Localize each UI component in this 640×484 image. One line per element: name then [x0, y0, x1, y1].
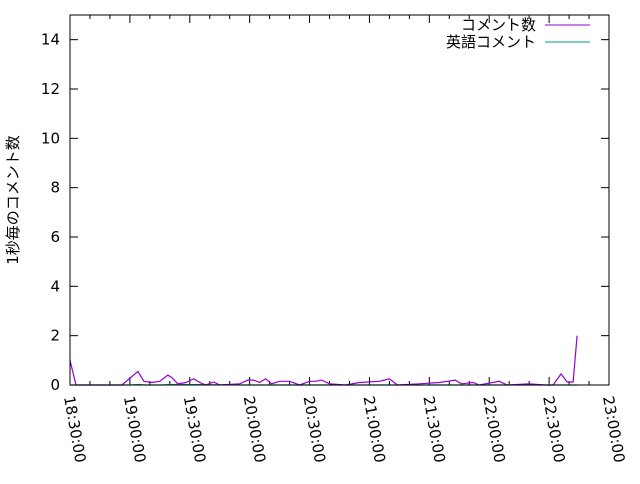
x-tick-label: 18:30:00 [60, 395, 89, 464]
legend-label-1: 英語コメント [446, 33, 536, 51]
x-tick-label: 19:30:00 [180, 395, 209, 464]
series-layer [69, 335, 578, 386]
y-tick-label: 0 [50, 376, 60, 394]
y-tick-label: 12 [41, 80, 60, 98]
y-tick-label: 10 [41, 129, 60, 147]
x-tick-label: 20:00:00 [240, 395, 269, 464]
plot-frame [69, 14, 610, 386]
y-tick-label: 4 [50, 277, 60, 295]
x-tick-label: 20:30:00 [300, 395, 329, 464]
x-tick-label: 21:30:00 [419, 395, 448, 464]
series-line-0 [69, 335, 578, 386]
x-tick-label: 23:00:00 [599, 395, 628, 464]
y-axis-label: 1秒毎のコメント数 [4, 135, 22, 265]
y-tick-label: 6 [50, 228, 60, 246]
x-tick-label: 19:00:00 [120, 395, 149, 464]
y-tick-label: 8 [50, 179, 60, 197]
legend-label-0: コメント数 [461, 16, 536, 34]
legend: コメント数 英語コメント [446, 16, 590, 51]
axis-ticks: 0 2 4 6 8 10 12 14 18:30:00 19:00:00 19:30:00 20:00… [41, 15, 628, 464]
x-tick-label: 22:30:00 [539, 395, 568, 464]
x-tick-label: 22:00:00 [479, 395, 508, 464]
x-tick-label: 21:00:00 [360, 395, 389, 464]
y-tick-label: 14 [41, 31, 60, 49]
y-tick-label: 2 [50, 327, 60, 345]
